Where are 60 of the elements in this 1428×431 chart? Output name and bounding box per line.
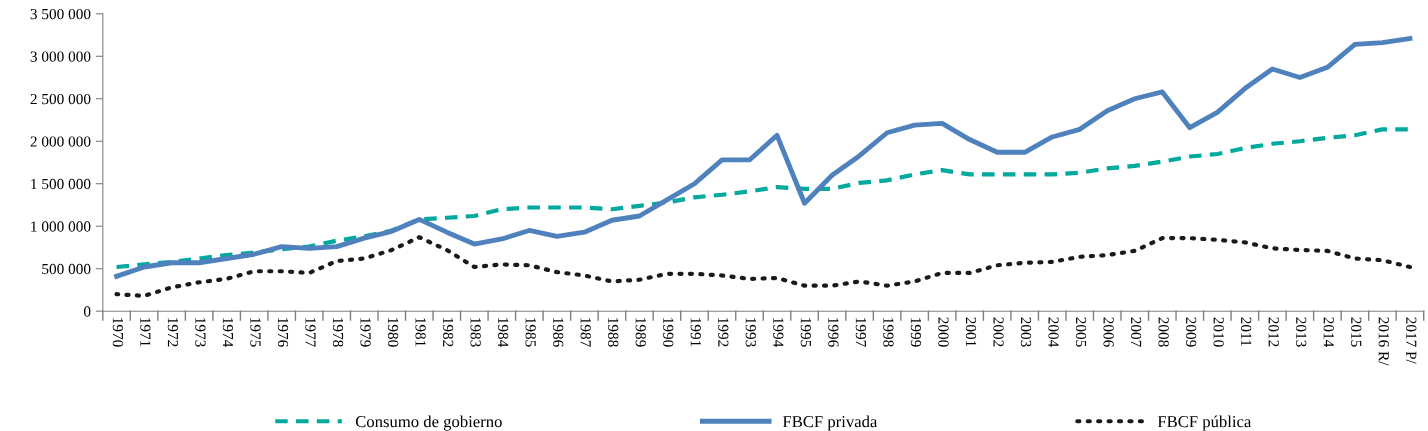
x-tick-label: 1992 [718, 318, 729, 347]
x-tick-label: 2000 [938, 317, 949, 347]
y-tick-label: 2 000 000 [30, 136, 91, 147]
y-tick-label: 1 000 000 [31, 221, 91, 232]
x-tick-label: 1996 [828, 318, 839, 347]
y-tick-label: 500 000 [42, 263, 91, 275]
x-tick-label: 1985 [525, 318, 536, 347]
x-tick-label: 1984 [498, 318, 509, 348]
legend-label: Consumo de gobierno [355, 415, 502, 431]
x-tick-label: 2011 [1241, 317, 1252, 346]
x-tick-label: 2005 [1075, 317, 1087, 347]
line-series [114, 36, 1413, 279]
x-tick-label: 1998 [883, 318, 894, 347]
x-tick-label: 1994 [773, 318, 784, 348]
x-tick-label: 1974 [222, 318, 234, 348]
x-tick-label: 2004 [1048, 317, 1059, 348]
x-tick-label: 1971 [140, 318, 151, 347]
x-tick-label: 1988 [608, 318, 619, 347]
x-tick-label: 1993 [745, 318, 756, 347]
x-tick-label: 1975 [250, 318, 261, 347]
x-tick-label: 2001 [965, 317, 977, 347]
x-tick-label: 1978 [332, 318, 344, 347]
x-tick-label: 2007 [1130, 317, 1142, 347]
x-tick-label: 2013 [1296, 317, 1307, 347]
legend-label: FBCF pública [1157, 415, 1252, 431]
x-tick-label: 2006 [1103, 317, 1114, 347]
y-tick-label: 3 000 000 [30, 51, 91, 62]
x-tick-label: 1997 [855, 318, 867, 347]
x-tick-label: 2012 [1268, 317, 1279, 347]
x-tick-label: 1981 [415, 318, 426, 347]
x-tick-label: 1973 [195, 318, 206, 347]
x-tick-label: 1990 [663, 318, 674, 347]
x-tick-label: 2009 [1185, 317, 1197, 347]
y-tick-label: 3 500 000 [30, 8, 91, 20]
y-tick-label: 0 [83, 306, 91, 317]
x-tick-label: 1980 [387, 318, 399, 347]
x-tick-label: 1972 [167, 318, 179, 347]
x-tick-label: 2014 [1323, 317, 1334, 348]
x-tick-label: 1977 [305, 318, 316, 347]
x-tick-label: 1989 [635, 318, 646, 347]
y-tick-label: 2 500 000 [30, 93, 91, 105]
x-tick-label: 2008 [1158, 317, 1169, 347]
x-tick-label: 2003 [1020, 317, 1032, 347]
x-tick-label: 1999 [910, 318, 922, 347]
x-tick-label: 1983 [470, 318, 481, 347]
x-tick-label: 2015 [1351, 317, 1362, 347]
x-tick-label: 1976 [277, 318, 289, 347]
x-tick-label: 1970 [112, 318, 124, 347]
x-tick-label: 1987 [580, 318, 591, 347]
x-tick-label: 1986 [553, 318, 564, 347]
x-tick-label: 2016 R/ [1378, 317, 1389, 366]
x-tick-label: 1982 [442, 318, 454, 347]
x-tick-label: 1991 [690, 318, 701, 347]
x-tick-label: 2010 [1213, 317, 1224, 347]
x-tick-label: 1995 [800, 318, 811, 347]
x-tick-label: 1979 [360, 318, 371, 347]
legend-label: FBCF privada [782, 415, 878, 431]
y-tick-label: 1 500 000 [31, 178, 91, 190]
x-tick-label: 2017 P/ [1406, 317, 1417, 364]
x-tick-label: 2002 [993, 317, 1004, 347]
